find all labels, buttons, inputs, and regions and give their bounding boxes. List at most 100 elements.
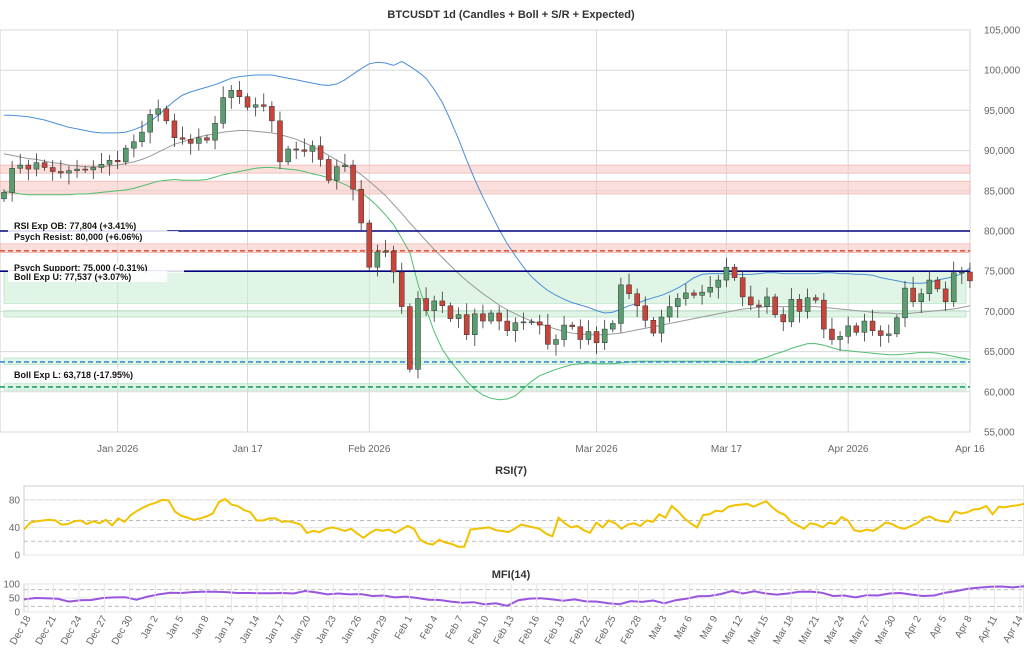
candle-body bbox=[187, 139, 194, 144]
candle-body bbox=[431, 300, 437, 311]
candle-body bbox=[910, 287, 916, 303]
candle-body bbox=[601, 328, 608, 344]
price-y-tick-label: 95,000 bbox=[984, 106, 1015, 117]
candle-body bbox=[618, 284, 624, 324]
candle-body bbox=[959, 271, 965, 274]
osc-x-tick-label: Jan 5 bbox=[164, 614, 186, 641]
candle-body bbox=[569, 324, 575, 327]
candle-body bbox=[650, 319, 657, 334]
osc-x-tick-label: Apr 5 bbox=[928, 614, 950, 641]
osc-y-tick-label: 0 bbox=[14, 551, 20, 562]
candle-body bbox=[918, 293, 925, 303]
osc-x-tick-label: Dec 24 bbox=[59, 614, 85, 647]
candle-body bbox=[196, 137, 202, 144]
candle-body bbox=[553, 339, 559, 345]
level-label-bg bbox=[8, 262, 184, 273]
candle-body bbox=[463, 314, 470, 335]
level-label-bg bbox=[8, 220, 168, 231]
price-x-tick-label: Jan 2026 bbox=[97, 444, 139, 455]
candle-body bbox=[634, 293, 640, 307]
candle-body bbox=[804, 297, 811, 312]
candle-body bbox=[447, 305, 454, 319]
candle-body bbox=[58, 171, 64, 174]
osc-x-tick-label: Dec 18 bbox=[8, 614, 34, 647]
osc-x-tick-label: Jan 14 bbox=[238, 614, 263, 646]
candle-body bbox=[821, 299, 827, 330]
candle-body bbox=[723, 266, 730, 281]
price-y-tick-label: 60,000 bbox=[984, 387, 1015, 398]
candle-body bbox=[9, 168, 15, 193]
candle-body bbox=[179, 137, 186, 140]
resistance-zone bbox=[0, 164, 971, 174]
candle-body bbox=[707, 287, 713, 293]
candle-body bbox=[788, 299, 795, 323]
candle-body bbox=[853, 325, 860, 333]
candle-body bbox=[212, 123, 218, 141]
osc-x-tick-label: Mar 27 bbox=[848, 614, 873, 647]
osc-x-tick-label: Jan 2 bbox=[139, 614, 161, 641]
level-label: RSI Exp OB: 77,804 (+3.41%) bbox=[14, 221, 136, 231]
candle-body bbox=[536, 321, 543, 326]
candle-body bbox=[204, 137, 210, 141]
osc-x-tick-label: Apr 2 bbox=[902, 614, 924, 641]
candle-body bbox=[277, 120, 283, 163]
osc-x-tick-label: Jan 8 bbox=[190, 614, 212, 641]
candle-body bbox=[33, 162, 40, 170]
candle-body bbox=[366, 222, 373, 268]
osc-y-tick-label: 80 bbox=[9, 495, 21, 506]
osc-x-tick-label: Jan 11 bbox=[213, 614, 237, 645]
boll-lower-line bbox=[3, 167, 970, 401]
candle-body bbox=[715, 279, 722, 288]
osc-x-tick-label: Apr 14 bbox=[1001, 614, 1024, 645]
osc-x-tick-label: Mar 3 bbox=[647, 614, 670, 642]
candle-body bbox=[455, 314, 462, 319]
osc-x-tick-label: Dec 27 bbox=[85, 614, 111, 647]
osc-x-tick-label: Feb 28 bbox=[619, 614, 644, 647]
candle-body bbox=[528, 321, 535, 324]
level-label-bg bbox=[8, 369, 173, 380]
candle-body bbox=[147, 114, 153, 133]
candle-body bbox=[837, 336, 843, 340]
candle-body bbox=[41, 162, 48, 168]
candle-body bbox=[439, 300, 446, 307]
level-label: Psych Resist: 80,000 (+6.06%) bbox=[14, 232, 142, 242]
osc-x-tick-label: Mar 30 bbox=[873, 614, 898, 647]
price-y-tick-label: 85,000 bbox=[984, 186, 1015, 197]
candle-body bbox=[829, 328, 835, 340]
candle-body bbox=[472, 313, 478, 335]
candle-body bbox=[577, 326, 584, 340]
osc-x-tick-label: Jan 23 bbox=[314, 614, 339, 646]
candle-body bbox=[114, 159, 121, 163]
osc-x-tick-label: Feb 1 bbox=[393, 614, 416, 642]
osc-y-tick-label: 100 bbox=[3, 580, 20, 591]
candle-body bbox=[228, 90, 235, 98]
price-y-tick-label: 90,000 bbox=[984, 146, 1015, 157]
candle-body bbox=[764, 296, 770, 307]
candle-body bbox=[260, 104, 267, 107]
candle-body bbox=[950, 272, 957, 303]
osc-x-tick-label: Feb 13 bbox=[492, 614, 517, 647]
candle-body bbox=[350, 164, 356, 190]
level-label-bg bbox=[8, 231, 179, 242]
osc-x-tick-label: Apr 11 bbox=[976, 614, 1000, 645]
candle-body bbox=[269, 106, 275, 122]
candle-body bbox=[285, 148, 291, 163]
price-panel: 55,000 60,000 65,000 70,000 75,000 80,000 85,0… bbox=[0, 26, 1021, 455]
candle-body bbox=[496, 312, 502, 322]
candle-body bbox=[626, 284, 632, 294]
candle-body bbox=[293, 148, 299, 151]
candle-body bbox=[683, 292, 689, 299]
price-y-tick-label: 70,000 bbox=[984, 307, 1015, 318]
candle-body bbox=[163, 108, 170, 122]
level-label: Psych Support: 75,000 (-0.31%) bbox=[14, 263, 148, 273]
candle-body bbox=[585, 331, 592, 340]
candle-body bbox=[886, 333, 892, 336]
candle-body bbox=[504, 320, 511, 331]
price-x-tick-label: Apr 16 bbox=[955, 444, 985, 455]
candle-body bbox=[98, 164, 105, 168]
candle-body bbox=[480, 313, 486, 322]
osc-y-tick-label: 0 bbox=[14, 608, 20, 619]
candle-body bbox=[902, 287, 908, 319]
candle-body bbox=[934, 279, 941, 290]
candle-body bbox=[967, 271, 973, 282]
